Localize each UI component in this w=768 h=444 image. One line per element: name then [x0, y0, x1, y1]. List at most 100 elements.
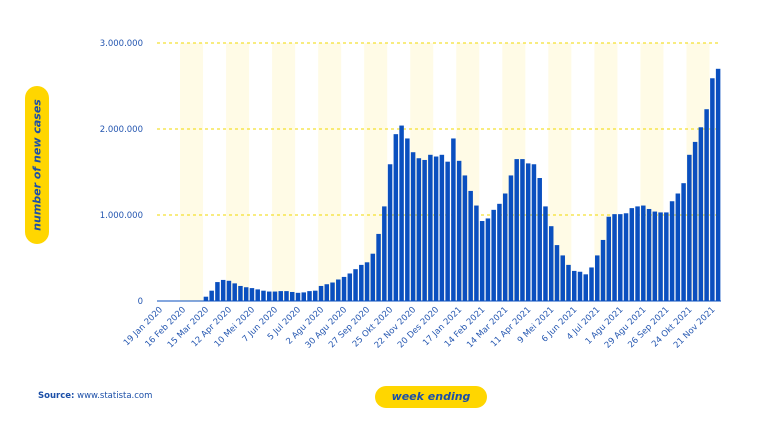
- bar: [261, 290, 266, 301]
- bar: [514, 159, 519, 301]
- bar: [462, 175, 468, 301]
- bar: [710, 78, 715, 301]
- source-url[interactable]: www.statista.com: [77, 391, 153, 401]
- bar: [215, 282, 220, 301]
- bar: [318, 285, 324, 301]
- bar: [612, 214, 617, 301]
- y-tick-label: 1.000.000: [100, 211, 143, 221]
- bar: [295, 292, 301, 301]
- bar: [359, 264, 364, 301]
- bar: [347, 273, 353, 301]
- week-bands: [180, 43, 710, 301]
- bar: [203, 296, 209, 301]
- bar: [595, 255, 600, 301]
- bar: [652, 211, 658, 301]
- bar: [220, 279, 226, 301]
- source-note: Source: www.statista.com: [38, 391, 152, 401]
- bar: [646, 208, 652, 301]
- bar: [341, 276, 347, 301]
- bar: [393, 134, 399, 301]
- bar: [209, 290, 214, 301]
- week-band: [180, 43, 204, 301]
- bar: [364, 262, 370, 301]
- y-tick-label: 2.000.000: [100, 125, 143, 135]
- bar: [433, 156, 439, 301]
- bar: [255, 289, 260, 301]
- y-axis-label: number of new cases: [30, 99, 44, 231]
- bar: [307, 291, 312, 301]
- bar: [566, 264, 571, 301]
- bar: [451, 138, 456, 301]
- bar: [531, 164, 537, 301]
- bar: [376, 233, 381, 301]
- bar: [301, 292, 306, 301]
- bar: [284, 291, 289, 301]
- y-axis-ticks: 0 1.000.000 2.000.000 3.000.000: [100, 39, 143, 307]
- bar: [692, 141, 698, 301]
- bar: [290, 291, 295, 301]
- bar: [589, 267, 594, 301]
- bar: [278, 291, 283, 301]
- bar: [658, 212, 663, 301]
- bars: [157, 68, 721, 302]
- week-band: [640, 43, 664, 301]
- bar: [572, 270, 577, 301]
- bar: [238, 285, 243, 301]
- bar: [600, 239, 606, 301]
- week-band: [410, 43, 434, 301]
- bar: [520, 159, 525, 301]
- bar: [474, 205, 479, 301]
- week-band: [548, 43, 572, 301]
- y-tick-label: 0: [138, 297, 143, 307]
- x-axis-label: week ending: [375, 386, 487, 408]
- bar: [675, 193, 681, 301]
- bar: [272, 291, 278, 301]
- bar: [416, 158, 422, 301]
- bar: [629, 208, 635, 301]
- bar: [687, 154, 692, 301]
- bar: [468, 190, 473, 301]
- bar: [324, 284, 330, 301]
- bar: [370, 253, 376, 301]
- bar: [232, 283, 237, 301]
- bar: [387, 164, 393, 301]
- week-band: [272, 43, 296, 301]
- week-band: [318, 43, 342, 301]
- bar: [445, 161, 450, 301]
- bar: [664, 212, 669, 301]
- bar: [226, 280, 232, 301]
- bar: [502, 193, 508, 301]
- week-band: [456, 43, 480, 301]
- bar: [249, 288, 255, 301]
- bar: [456, 160, 462, 301]
- bar: [623, 213, 629, 301]
- bar: [479, 221, 485, 301]
- bar: [698, 127, 704, 301]
- week-band: [502, 43, 526, 301]
- bar: [548, 226, 554, 301]
- week-band: [364, 43, 388, 301]
- bar: [704, 109, 709, 301]
- bar: [410, 152, 416, 301]
- bar: [405, 138, 410, 301]
- bar: [669, 201, 675, 301]
- bar: [336, 279, 341, 301]
- week-band: [594, 43, 618, 301]
- bar: [313, 290, 318, 301]
- bar: [485, 218, 491, 301]
- bar: [715, 68, 721, 301]
- bar: [537, 178, 542, 301]
- bar: [330, 282, 335, 301]
- source-label: Source:: [38, 391, 75, 401]
- bar: [497, 203, 502, 301]
- bar: [508, 175, 514, 301]
- bar: [243, 287, 249, 301]
- bar: [641, 205, 646, 301]
- bar: [635, 206, 640, 301]
- bar: [560, 255, 565, 301]
- bar: [353, 269, 358, 301]
- y-axis-label-pill: [25, 86, 49, 244]
- bar: [606, 216, 612, 301]
